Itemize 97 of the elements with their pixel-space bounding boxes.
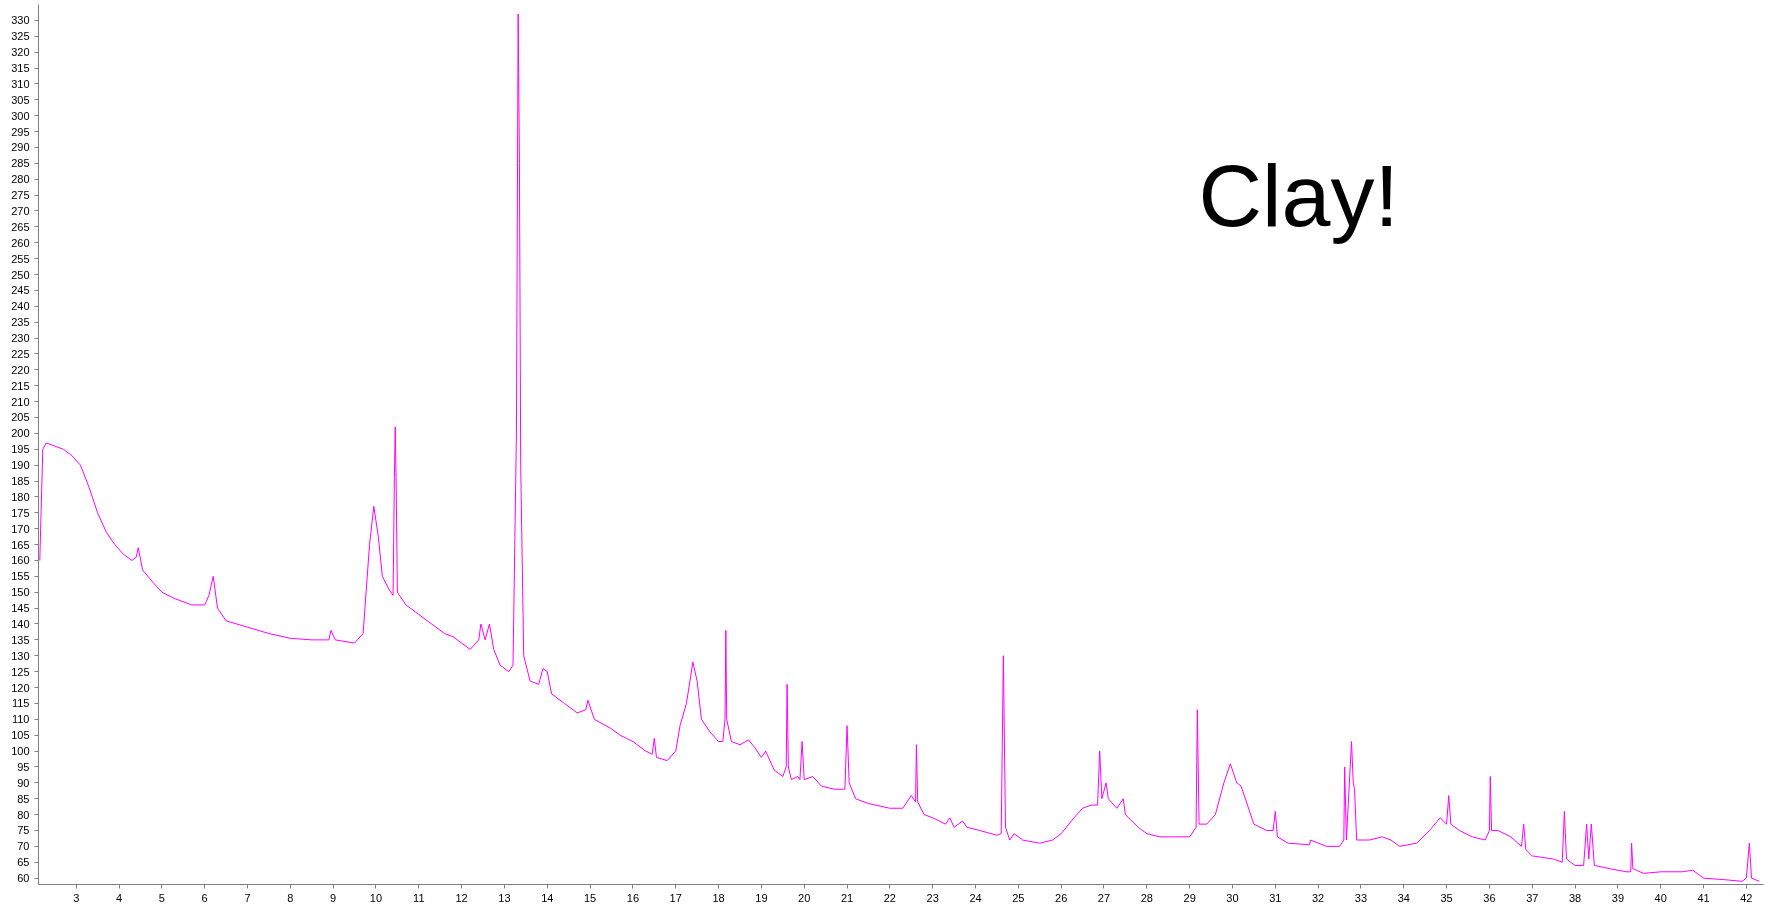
y-tick-label: 220 [11,363,30,376]
y-tick-label: 245 [11,284,30,297]
y-tick-label: 135 [11,633,30,646]
x-tick-label: 16 [626,891,640,904]
y-tick-label: 330 [11,14,30,27]
annotation: Clay! [1198,145,1399,245]
y-tick-label: 85 [17,792,30,805]
y-tick-label: 225 [11,347,30,360]
x-tick-label: 37 [1526,891,1539,904]
x-tick-label: 19 [755,891,768,904]
x-tick-label: 4 [115,891,123,904]
x-tick-label: 41 [1697,891,1710,904]
x-tick-label: 10 [369,891,383,904]
y-tick-label: 320 [11,46,30,59]
x-tick-label: 29 [1183,891,1196,904]
x-tick-label: 20 [798,891,811,904]
y-tick-label: 310 [11,77,30,90]
y-tick-label: 255 [11,252,30,265]
y-tick-label: 215 [11,379,30,392]
x-tick-label: 32 [1312,891,1325,904]
x-tick-label: 9 [330,891,337,904]
y-tick-label: 250 [11,268,30,281]
y-tick-label: 275 [11,189,30,202]
x-tick-label: 5 [158,891,165,904]
y-tick-label: 270 [11,205,30,217]
y-tick-label: 175 [11,506,30,519]
x-tick-label: 33 [1354,891,1368,904]
y-tick-label: 235 [11,316,30,329]
y-tick-label: 305 [11,93,30,106]
y-tick-label: 145 [11,602,30,615]
y-tick-label: 265 [11,220,30,233]
x-tick-label: 25 [1012,891,1025,904]
x-tick-label: 27 [1097,891,1111,904]
line-series [39,13,1760,882]
x-tick-label: 23 [926,891,939,904]
x-tick-label: 24 [969,891,982,904]
x-tick-label: 28 [1140,891,1153,904]
x-tick-label: 39 [1611,891,1625,904]
y-tick-label: 285 [11,157,30,170]
y-tick-label: 290 [11,141,30,154]
y-tick-label: 95 [17,760,30,773]
x-tick-label: 3 [73,891,80,904]
x-tick-label: 36 [1483,891,1496,904]
x-tick-label: 6 [201,891,208,904]
x-tick-label: 13 [498,891,511,904]
y-tick-label: 100 [11,745,30,758]
y-tick-label: 295 [11,125,30,138]
x-tick-label: 17 [669,891,682,904]
y-tick-label: 240 [11,300,30,313]
y-tick-label: 325 [11,30,30,43]
x-tick-label: 30 [1226,891,1239,904]
y-tick-label: 130 [11,649,30,662]
y-tick-label: 115 [11,697,30,710]
y-tick-label: 210 [11,395,30,408]
y-tick-label: 315 [11,62,30,75]
y-tick-label: 170 [11,522,30,535]
x-tick-label: 7 [244,891,251,904]
x-tick-label: 18 [712,891,725,904]
x-tick-label: 38 [1568,891,1582,904]
y-tick-label: 185 [11,475,30,488]
y-tick-label: 70 [17,840,30,853]
y-tick-label: 155 [11,570,30,583]
x-tick-label: 31 [1269,891,1282,904]
y-tick-label: 195 [11,443,30,456]
y-tick-label: 90 [17,776,30,789]
x-tick-label: 15 [583,891,597,904]
y-tick-label: 125 [11,665,30,678]
x-tick-label: 12 [455,891,468,904]
y-tick-label: 165 [11,538,30,551]
x-tick-label: 14 [541,891,554,904]
y-tick-label: 150 [11,586,30,599]
y-tick-label: 200 [11,427,30,440]
y-tick-label: 65 [17,856,30,869]
x-tick-label: 42 [1740,891,1753,904]
y-tick-label: 180 [11,490,30,503]
y-tick-label: 110 [11,713,30,726]
y-tick-label: 160 [11,554,30,567]
x-tick-label: 34 [1397,891,1410,904]
y-tick-label: 230 [11,332,30,345]
y-tick-label: 140 [11,617,30,630]
y-tick-label: 280 [11,173,30,186]
x-tick-label: 21 [840,891,854,904]
y-tick-label: 120 [11,681,30,694]
x-tick-label: 11 [413,891,425,904]
y-tick-label: 75 [17,824,30,837]
y-tick-label: 300 [11,109,30,122]
x-tick-label: 35 [1440,891,1453,904]
y-tick-label: 190 [11,459,30,472]
y-tick-label: 105 [11,729,30,742]
x-tick-label: 22 [883,891,896,904]
x-tick-label: 26 [1055,891,1068,904]
x-tick-label: 40 [1654,891,1667,904]
x-tick-label: 8 [287,891,294,904]
y-tick-label: 60 [17,872,30,885]
y-tick-label: 260 [11,236,30,249]
y-tick-label: 80 [17,808,30,821]
y-tick-label: 205 [11,411,30,424]
